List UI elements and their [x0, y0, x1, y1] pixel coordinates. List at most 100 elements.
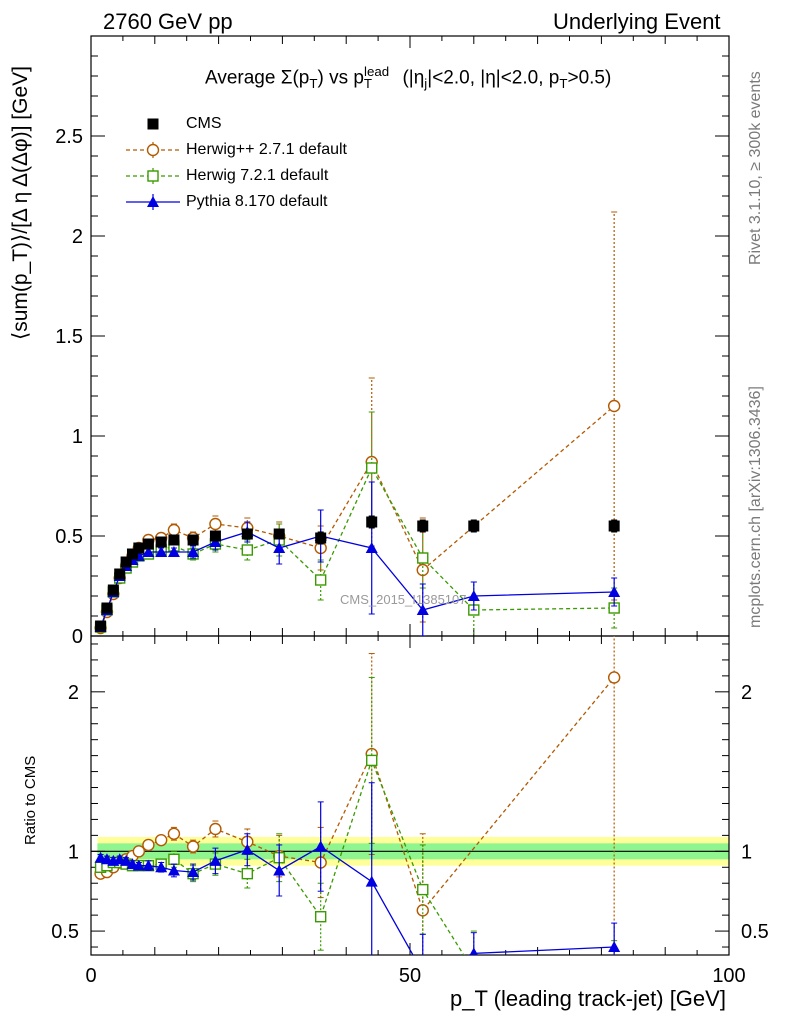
main-point-3 — [155, 546, 168, 557]
ratio-y-tick-label: 0.5 — [51, 921, 79, 943]
main-point-3 — [608, 586, 621, 597]
mcplots-label: mcplots.cern.ch [arXiv:1306.3436] — [747, 386, 764, 628]
ratio-point-3 — [241, 843, 254, 855]
ratio-point-3 — [120, 854, 133, 866]
ratio-point-3 — [132, 859, 145, 871]
ratio-point-1 — [186, 840, 200, 853]
main-point-0 — [315, 532, 327, 544]
plot-title-tail3: >0.5) — [567, 67, 612, 89]
x-tick-label: 0 — [85, 965, 96, 987]
ratio-point-1 — [167, 827, 181, 840]
ratio-point-3 — [608, 941, 621, 953]
ratio-y-tick-label-right: 1 — [741, 841, 752, 863]
main-point-0 — [133, 542, 145, 554]
rivet-label: Rivet 3.1.10, ≥ 300k events — [747, 71, 764, 265]
ratio-series-3 — [94, 782, 621, 955]
ratio-point-1 — [154, 833, 168, 847]
ratio-series-1 — [94, 636, 621, 955]
ratio-point-3 — [469, 947, 478, 955]
ratio-point-3 — [209, 854, 222, 866]
ratio-y-tick-label-right: 2 — [741, 682, 752, 704]
ratio-point-1 — [607, 671, 621, 684]
main-point-3 — [416, 604, 429, 615]
legend-marker — [146, 143, 160, 157]
legend-label-cms: CMS — [186, 115, 222, 132]
main-point-0 — [142, 538, 154, 550]
main-point-2 — [366, 462, 378, 474]
ratio-point-2 — [469, 966, 479, 976]
main-point-3 — [365, 542, 378, 553]
x-axis-label: p_T (leading track-jet) [GeV] — [450, 986, 726, 1011]
legend-marker — [147, 170, 159, 182]
main-point-0 — [107, 584, 119, 596]
legend-label-herwig7: Herwig 7.2.1 default — [186, 167, 329, 184]
main-point-3 — [187, 546, 200, 557]
ratio-point-3 — [142, 859, 155, 871]
y-tick-label: 2.5 — [55, 126, 83, 148]
ratio-point-2 — [168, 853, 180, 865]
plot-title-tail2: |<2.0, |η|<2.0, p — [427, 67, 560, 89]
y-tick-label: 1.5 — [55, 326, 83, 348]
y-axis-label-ratio: Ratio to CMS — [22, 755, 39, 845]
main-point-2 — [417, 552, 429, 564]
main-point-0 — [417, 520, 429, 532]
x-tick-label: 50 — [399, 965, 421, 987]
legend-label-herwigpp: Herwig++ 2.7.1 default — [186, 141, 347, 158]
main-point-0 — [95, 620, 107, 632]
main-point-3 — [467, 590, 480, 601]
ratio-point-1 — [132, 845, 146, 858]
ratio-point-2 — [417, 883, 429, 896]
ratio-y-tick-label: 2 — [68, 682, 79, 704]
y-tick-label: 0 — [72, 626, 83, 648]
main-point-1 — [167, 523, 181, 537]
main-point-0 — [187, 534, 199, 546]
main-series-1 — [94, 211, 621, 635]
ratio-point-2 — [241, 867, 254, 880]
main-point-3 — [167, 546, 180, 557]
plot-title: Average Σ(pT) vs pTlead (|ηj|<2.0, |η|<2… — [205, 64, 612, 92]
ratio-point-2 — [366, 754, 378, 767]
main-point-0 — [366, 516, 378, 528]
ratio-line-2 — [100, 758, 465, 955]
main-point-1 — [209, 517, 222, 531]
header-left: 2760 GeV pp — [103, 9, 233, 34]
main-series-3 — [94, 481, 621, 636]
y-tick-label: 0.5 — [55, 526, 83, 548]
ratio-point-3 — [273, 864, 286, 876]
main-point-1 — [607, 399, 621, 413]
main-point-0 — [120, 556, 132, 568]
main-point-0 — [114, 568, 126, 580]
main-point-0 — [126, 548, 138, 560]
ratio-point-2 — [609, 966, 619, 976]
main-point-0 — [101, 602, 113, 614]
legend-label-pythia: Pythia 8.170 default — [186, 193, 328, 210]
ratio-y-tick-label-right: 0.5 — [741, 921, 769, 943]
y-tick-label: 1 — [72, 426, 83, 448]
plot-title-tail: (|η — [397, 67, 425, 89]
legend-marker — [147, 196, 159, 207]
plot-title-pre: Average Σ(p — [205, 67, 310, 89]
ratio-point-1 — [209, 822, 222, 836]
main-point-0 — [168, 534, 180, 546]
main-point-0 — [241, 528, 253, 540]
legend-marker — [147, 118, 159, 130]
ratio-point-3 — [155, 861, 168, 873]
ratio-point-3 — [365, 875, 378, 887]
ratio-y-tick-label: 1 — [68, 841, 79, 863]
plot-title-post: ) vs p — [317, 67, 364, 89]
ratio-point-2 — [314, 911, 327, 923]
main-point-0 — [608, 520, 620, 532]
ratio-frame — [90, 635, 730, 956]
main-point-2 — [241, 544, 254, 556]
watermark: CMS_2015_I1385107 — [340, 592, 467, 607]
ratio-point-3 — [314, 840, 327, 852]
main-point-0 — [273, 528, 285, 540]
ratio-point-3 — [167, 864, 180, 876]
main-point-0 — [468, 520, 480, 532]
main-point-3 — [273, 542, 286, 553]
ratio-point-1 — [142, 838, 155, 852]
header-right: Underlying Event — [553, 9, 721, 34]
main-point-3 — [142, 546, 155, 557]
main-series-0 — [95, 515, 620, 632]
y-tick-label: 2 — [72, 226, 83, 248]
